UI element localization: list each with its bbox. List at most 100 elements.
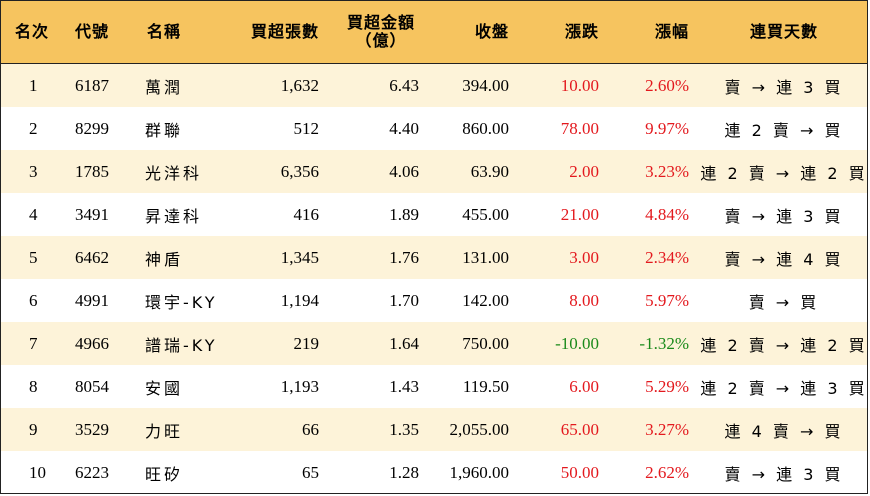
table-row: 9 3529 力旺 66 1.35 2,055.00 65.00 3.27% 連 4 賣 → 買 xyxy=(1,408,867,451)
cell-amount: 1.76 xyxy=(389,247,419,267)
cell-close: 860.00 xyxy=(462,118,509,138)
cell-close: 142.00 xyxy=(462,290,509,310)
cell-code: 8299 xyxy=(75,118,109,138)
cell-close: 750.00 xyxy=(462,333,509,353)
cell-name: 安國 xyxy=(145,378,184,398)
cell-rank: 6 xyxy=(29,290,38,310)
cell-pct: 3.23% xyxy=(645,161,689,181)
cell-amount: 1.70 xyxy=(389,290,419,310)
cell-lots: 1,194 xyxy=(280,290,319,310)
header-amount-line1: 買超金額 xyxy=(346,13,415,32)
cell-change: 10.00 xyxy=(560,75,599,95)
table-row: 10 6223 旺矽 65 1.28 1,960.00 50.00 2.62% 賣 → 連 3 … xyxy=(1,451,867,493)
cell-close: 394.00 xyxy=(462,75,509,95)
cell-pct: 5.29% xyxy=(645,376,689,396)
cell-code: 4966 xyxy=(75,333,109,353)
cell-name: 環宇-KY xyxy=(145,292,218,312)
cell-code: 6462 xyxy=(75,247,109,267)
cell-rank: 9 xyxy=(29,419,38,439)
cell-close: 2,055.00 xyxy=(449,419,510,439)
header-name: 名稱 xyxy=(147,22,182,41)
cell-streak: 賣 → 連 3 買 xyxy=(724,464,844,484)
table-row: 8 8054 安國 1,193 1.43 119.50 6.00 5.29% 連 2 賣 → 連… xyxy=(1,365,867,408)
header-amount-line2: （億） xyxy=(355,31,407,50)
cell-pct: 2.34% xyxy=(645,247,689,267)
cell-name: 萬潤 xyxy=(145,77,184,97)
cell-lots: 416 xyxy=(293,204,320,224)
cell-streak: 賣 → 買 xyxy=(748,292,820,312)
cell-amount: 1.28 xyxy=(389,462,419,482)
cell-rank: 2 xyxy=(29,118,38,138)
cell-code: 6187 xyxy=(75,75,109,95)
cell-pct: 2.60% xyxy=(645,75,689,95)
cell-amount: 6.43 xyxy=(389,75,419,95)
header-lots: 買超張數 xyxy=(250,22,319,41)
cell-pct: 2.62% xyxy=(645,462,689,482)
cell-amount: 1.89 xyxy=(389,204,419,224)
header-change: 漲跌 xyxy=(564,22,599,41)
cell-streak: 賣 → 連 3 買 xyxy=(724,206,844,226)
cell-close: 1,960.00 xyxy=(449,462,510,482)
cell-lots: 1,345 xyxy=(280,247,319,267)
header-pct: 漲幅 xyxy=(654,22,689,41)
cell-close: 63.90 xyxy=(470,161,509,181)
cell-name: 神盾 xyxy=(145,249,184,269)
cell-rank: 3 xyxy=(29,161,38,181)
table-header: 名次 代號 名稱 買超張數 買超金額 （億） 收盤 漲跌 漲幅 連買天數 xyxy=(1,1,867,64)
header-rank: 名次 xyxy=(15,22,50,41)
header-streak: 連買天數 xyxy=(749,22,818,41)
cell-name: 群聯 xyxy=(145,120,184,140)
cell-lots: 219 xyxy=(293,333,320,353)
cell-streak: 連 4 賣 → 買 xyxy=(724,421,844,441)
cell-close: 455.00 xyxy=(462,204,509,224)
cell-name: 譜瑞-KY xyxy=(145,335,218,355)
cell-name: 昇達科 xyxy=(145,206,203,226)
cell-code: 3491 xyxy=(75,204,109,224)
cell-change: 78.00 xyxy=(560,118,599,138)
cell-rank: 4 xyxy=(29,204,38,224)
cell-amount: 1.64 xyxy=(389,333,419,353)
cell-change: 6.00 xyxy=(569,376,599,396)
cell-amount: 1.43 xyxy=(389,376,419,396)
cell-rank: 1 xyxy=(29,75,38,95)
cell-change: 21.00 xyxy=(560,204,599,224)
cell-pct: 9.97% xyxy=(645,118,689,138)
cell-rank: 8 xyxy=(29,376,38,396)
table-row: 1 6187 萬潤 1,632 6.43 394.00 10.00 2.60% 賣 → 連 3 … xyxy=(1,64,867,107)
cell-lots: 6,356 xyxy=(280,161,319,181)
cell-streak: 賣 → 連 4 買 xyxy=(724,249,844,269)
table-row: 7 4966 譜瑞-KY 219 1.64 750.00 -10.00 -1.32% 連 2 賣… xyxy=(1,322,868,365)
cell-close: 119.50 xyxy=(462,376,509,396)
cell-rank: 7 xyxy=(29,333,38,353)
header-amount: 買超金額 （億） xyxy=(331,1,431,63)
cell-rank: 10 xyxy=(29,462,46,482)
table-row: 5 6462 神盾 1,345 1.76 131.00 3.00 2.34% 賣 → 連 4 買 xyxy=(1,236,867,279)
cell-change: 8.00 xyxy=(569,290,599,310)
cell-streak: 連 2 賣 → 買 xyxy=(724,120,844,140)
table-row: 6 4991 環宇-KY 1,194 1.70 142.00 8.00 5.97% 賣 → 買 xyxy=(1,279,867,322)
cell-streak: 連 2 賣 → 連 2 買 xyxy=(700,335,868,355)
cell-code: 3529 xyxy=(75,419,109,439)
cell-streak: 賣 → 連 3 買 xyxy=(724,77,844,97)
cell-lots: 1,193 xyxy=(280,376,319,396)
header-close: 收盤 xyxy=(474,22,509,41)
cell-change: 65.00 xyxy=(560,419,599,439)
cell-lots: 66 xyxy=(302,419,319,439)
cell-change: -10.00 xyxy=(555,333,599,353)
cell-amount: 4.40 xyxy=(389,118,419,138)
cell-pct: 5.97% xyxy=(645,290,689,310)
table-row: 4 3491 昇達科 416 1.89 455.00 21.00 4.84% 賣 → 連 3 買 xyxy=(1,193,867,236)
cell-amount: 4.06 xyxy=(389,161,419,181)
header-code: 代號 xyxy=(75,22,110,41)
cell-amount: 1.35 xyxy=(389,419,419,439)
cell-name: 光洋科 xyxy=(145,163,203,183)
cell-pct: 3.27% xyxy=(645,419,689,439)
cell-lots: 512 xyxy=(293,118,320,138)
cell-lots: 1,632 xyxy=(280,75,319,95)
cell-streak: 連 2 賣 → 連 2 買 xyxy=(700,163,868,183)
cell-lots: 65 xyxy=(302,462,319,482)
cell-pct: 4.84% xyxy=(645,204,689,224)
cell-code: 4991 xyxy=(75,290,109,310)
cell-pct: -1.32% xyxy=(639,333,689,353)
